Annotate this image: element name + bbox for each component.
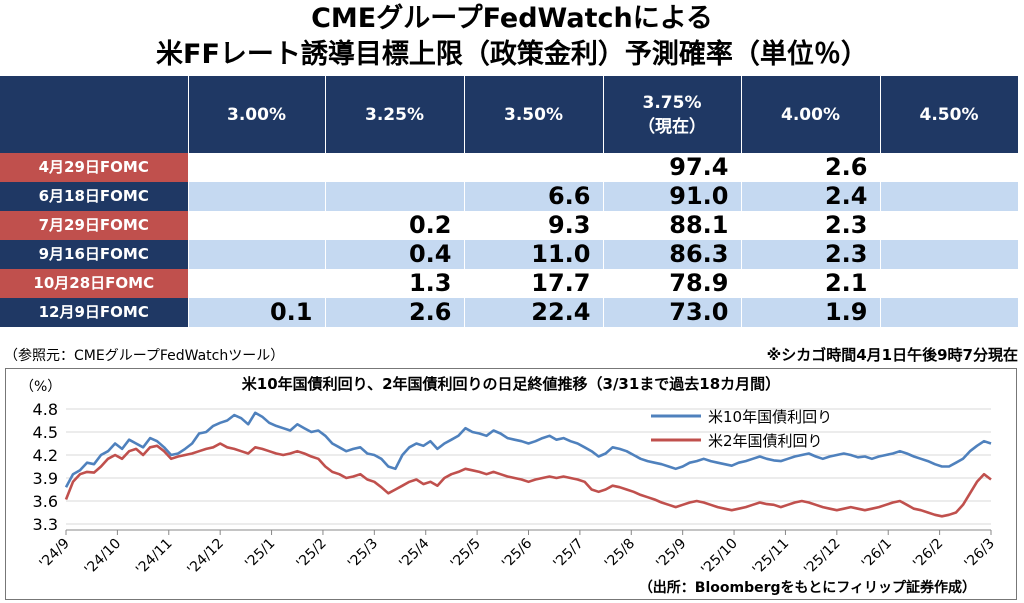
table-cell	[880, 298, 1019, 327]
probability-table: 3.00% 3.25% 3.50% 3.75% （現在） 4.00% 4.50% …	[0, 76, 1019, 327]
table-cell	[464, 153, 604, 182]
x-tick-label: '25/7	[550, 536, 586, 572]
x-tick-label: '25/10	[698, 536, 741, 579]
row-label: 7月29日FOMC	[0, 211, 189, 240]
x-tick-label: '26/1	[859, 536, 895, 572]
table-header-row: 3.00% 3.25% 3.50% 3.75% （現在） 4.00% 4.50%	[0, 76, 1019, 153]
x-tick-label: '25/6	[499, 535, 535, 571]
x-tick-label: '26/2	[910, 536, 946, 572]
table-cell: 0.1	[188, 298, 326, 327]
table-cell: 73.0	[603, 298, 742, 327]
header-blank-cell	[0, 76, 189, 153]
x-tick-label: '25/12	[801, 536, 844, 579]
table-cell: 86.3	[603, 240, 742, 269]
column-header: 4.50%	[880, 76, 1019, 153]
table-cell	[188, 211, 326, 240]
table-cell	[325, 153, 465, 182]
column-header: 3.00%	[188, 76, 326, 153]
chart-title: 米10年国債利回り、2年国債利回りの日足終値推移（3/31まで過去18カ月間）	[242, 375, 780, 393]
y-tick-label: 3.3	[33, 515, 58, 534]
x-tick-label: '24/10	[82, 536, 125, 579]
table-cell: 88.1	[603, 211, 742, 240]
column-header: 3.50%	[464, 76, 604, 153]
row-label: 6月18日FOMC	[0, 182, 189, 211]
yield-chart-panel: 米10年国債利回り、2年国債利回りの日足終値推移（3/31まで過去18カ月間） （…	[5, 368, 1017, 600]
x-tick-label: '24/12	[184, 536, 227, 579]
table-cell: 91.0	[603, 182, 742, 211]
table-cell: 2.1	[741, 269, 881, 298]
row-label: 9月16日FOMC	[0, 240, 189, 269]
table-cell: 1.9	[741, 298, 881, 327]
x-tick-label: '24/11	[133, 536, 176, 579]
table-cell	[880, 240, 1019, 269]
column-header: 4.00%	[741, 76, 881, 153]
table-cell: 6.6	[464, 182, 604, 211]
table-cell: 2.3	[741, 211, 881, 240]
table-cell: 22.4	[464, 298, 604, 327]
source-note: （参照元：CMEグループFedWatchツール）	[4, 348, 285, 364]
x-tick-label: '25/9	[653, 536, 689, 572]
table-cell: 0.4	[325, 240, 465, 269]
yield-line-chart: 米10年国債利回り、2年国債利回りの日足終値推移（3/31まで過去18カ月間） （…	[20, 375, 998, 579]
table-row: 4月29日FOMC 97.4 2.6	[0, 153, 1019, 182]
table-cell	[880, 182, 1019, 211]
chart-source-note: （出所：Bloombergをもとにフィリップ証券作成）	[638, 580, 976, 596]
row-label: 4月29日FOMC	[0, 153, 189, 182]
table-row: 6月18日FOMC 6.6 91.0 2.4	[0, 182, 1019, 211]
x-tick-label: '26/3	[962, 536, 998, 572]
column-header-current: 3.75% （現在）	[603, 76, 742, 153]
page-title-line1: CMEグループFedWatchによる	[311, 3, 713, 34]
table-row: 12月9日FOMC 0.1 2.6 22.4 73.0 1.9	[0, 298, 1019, 327]
x-tick-label: '24/9	[37, 536, 73, 572]
table-row: 7月29日FOMC 0.2 9.3 88.1 2.3	[0, 211, 1019, 240]
legend-label: 米10年国債利回り	[708, 408, 832, 426]
page-title-line2: 米FFレート誘導目標上限（政策金利）予測確率（単位％）	[156, 39, 868, 70]
table-cell	[188, 269, 326, 298]
y-tick-label: 3.6	[33, 492, 58, 511]
table-cell: 97.4	[603, 153, 742, 182]
table-cell: 0.2	[325, 211, 465, 240]
x-tick-label: '25/1	[242, 536, 278, 572]
table-cell: 2.6	[325, 298, 465, 327]
table-row: 10月28日FOMC 1.3 17.7 78.9 2.1	[0, 269, 1019, 298]
x-tick-label: '25/5	[448, 536, 484, 572]
y-axis-label: （%）	[20, 379, 61, 395]
table-cell: 78.9	[603, 269, 742, 298]
y-tick-label: 3.9	[33, 469, 58, 488]
row-label: 10月28日FOMC	[0, 269, 189, 298]
column-header: 3.25%	[325, 76, 465, 153]
table-row: 9月16日FOMC 0.4 11.0 86.3 2.3	[0, 240, 1019, 269]
row-label: 12月9日FOMC	[0, 298, 189, 327]
table-cell: 2.4	[741, 182, 881, 211]
x-tick-label: '25/8	[602, 536, 638, 572]
us2y-line	[64, 442, 992, 518]
table-cell	[188, 182, 326, 211]
y-tick-label: 4.2	[33, 446, 58, 465]
us10y-line	[64, 411, 992, 488]
y-tick-label: 4.8	[33, 400, 58, 419]
table-cell	[325, 182, 465, 211]
x-tick-label: '25/3	[345, 536, 381, 572]
table-cell	[880, 269, 1019, 298]
y-tick-label: 4.5	[33, 423, 58, 442]
x-tick-label: '25/2	[294, 536, 330, 572]
table-cell: 1.3	[325, 269, 465, 298]
x-tick-label: '25/11	[750, 536, 793, 579]
table-cell: 2.6	[741, 153, 881, 182]
table-cell	[880, 153, 1019, 182]
table-cell	[880, 211, 1019, 240]
table-cell: 9.3	[464, 211, 604, 240]
table-cell: 2.3	[741, 240, 881, 269]
timestamp-note: ※シカゴ時間4月1日午後9時7分現在	[766, 346, 1018, 364]
table-cell	[188, 153, 326, 182]
table-cell: 17.7	[464, 269, 604, 298]
x-tick-label: '25/4	[396, 535, 432, 571]
table-cell: 11.0	[464, 240, 604, 269]
table-cell	[188, 240, 326, 269]
legend-label: 米2年国債利回り	[708, 432, 823, 450]
